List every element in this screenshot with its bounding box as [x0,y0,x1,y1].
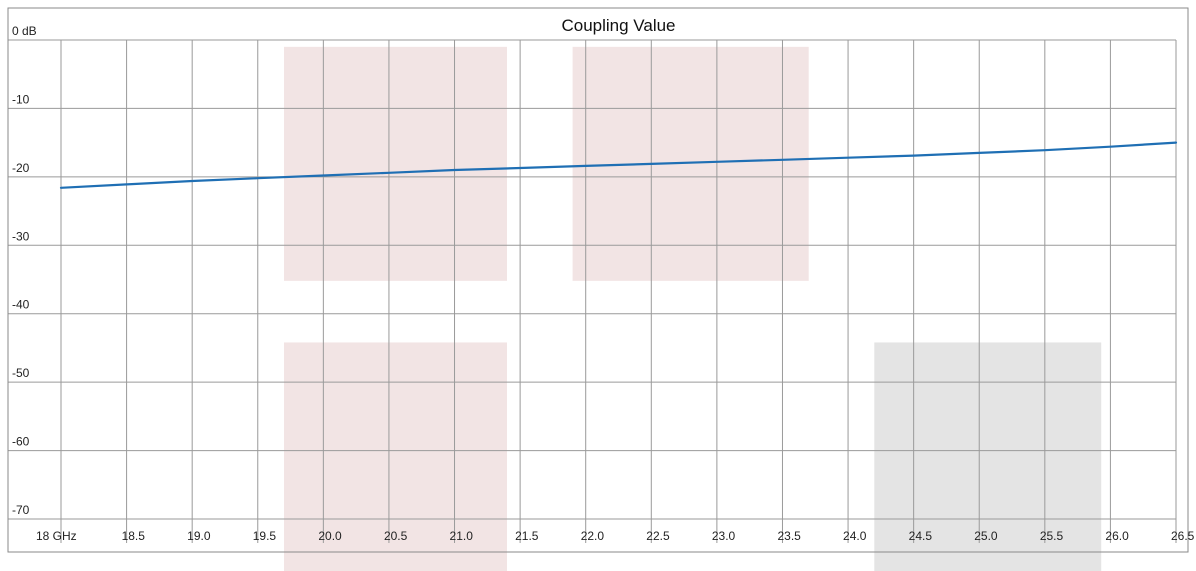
y-tick-label: -50 [12,366,30,380]
y-tick-label: -70 [12,503,30,517]
grid-lines [8,39,1177,543]
y-tick-label: -30 [12,229,30,243]
x-tick-label: 20.0 [318,529,342,543]
x-tick-label: 23.5 [777,529,801,543]
x-tick-label: 20.5 [384,529,408,543]
x-tick-label: 24.0 [843,529,867,543]
x-tick-label: 22.0 [581,529,605,543]
x-tick-label: 24.5 [909,529,933,543]
x-tick-label: 18 GHz [36,529,77,543]
plot-frame [7,7,1189,553]
x-tick-label: 18.5 [122,529,146,543]
shaded-region-4 [874,342,1102,571]
chart-title: Coupling Value [561,16,675,35]
x-tick-label: 25.0 [974,529,998,543]
x-tick-label: 23.0 [712,529,736,543]
shaded-region-2 [572,46,809,281]
shaded-region-3 [284,342,507,571]
y-tick-label: 0 dB [12,24,37,38]
series-line-coupling [59,141,1178,189]
x-tick-label: 19.5 [253,529,277,543]
shaded-region-1 [284,46,507,281]
x-tick-label: 26.0 [1105,529,1129,543]
series-layer [59,141,1178,189]
shaded-regions [284,46,1102,571]
y-tick-labels: 0 dB -10 -20 -30 -40 -50 -60 -70 [12,24,37,517]
x-tick-label: 21.5 [515,529,539,543]
y-tick-label: -40 [12,298,30,312]
x-tick-label: 19.0 [187,529,211,543]
y-tick-label: -10 [12,92,30,106]
x-tick-label: 22.5 [646,529,670,543]
x-tick-label: 26.5 [1171,529,1195,543]
x-tick-label: 25.5 [1040,529,1064,543]
x-tick-labels: 18 GHz 18.5 19.0 19.5 20.0 20.5 21.0 21.5 22.0 22… [36,529,1195,543]
y-tick-label: -60 [12,435,30,449]
x-tick-label: 21.0 [450,529,474,543]
y-tick-label: -20 [12,161,30,175]
